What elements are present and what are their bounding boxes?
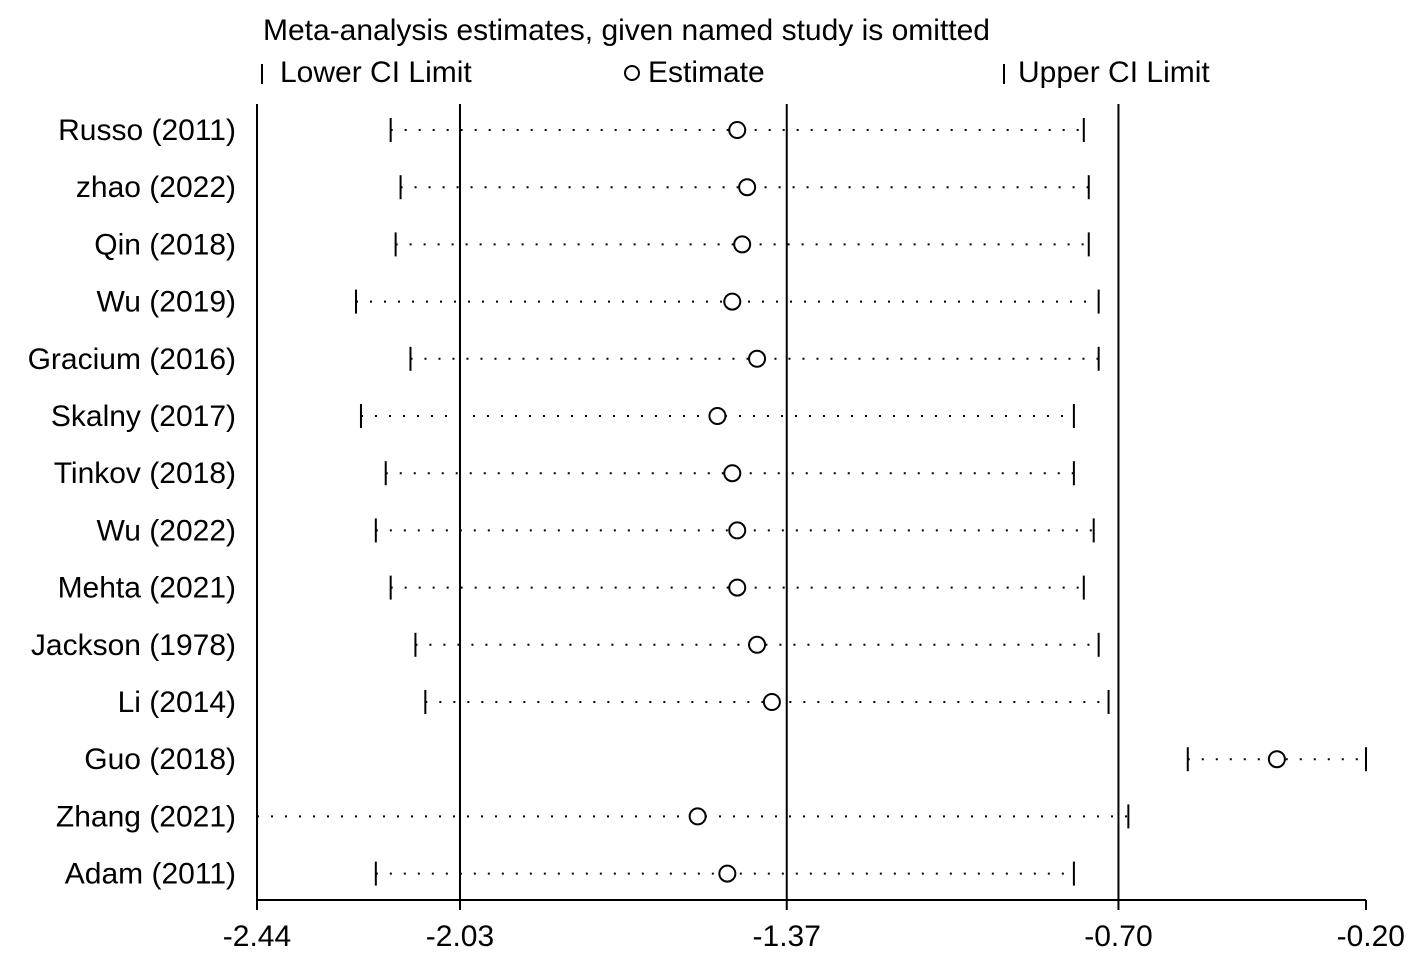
estimate-point xyxy=(728,521,747,540)
study-row: zhao (2022) xyxy=(76,171,1090,204)
estimate-point xyxy=(718,864,737,883)
study-label: Jackson (1978) xyxy=(31,629,236,662)
study-row: Zhang (2021) xyxy=(56,800,1130,833)
estimate-point xyxy=(723,292,742,311)
legend-lower-label: Lower CI Limit xyxy=(280,56,472,89)
estimate-point xyxy=(688,807,707,826)
study-row: Gracium (2016) xyxy=(28,343,1100,376)
estimate-point xyxy=(728,578,747,597)
study-label: zhao (2022) xyxy=(76,171,236,204)
study-label: Gracium (2016) xyxy=(28,343,236,376)
estimate-point xyxy=(748,635,767,654)
study-row: Tinkov (2018) xyxy=(54,457,1075,490)
study-label: Adam (2011) xyxy=(65,858,236,891)
x-tick-label: -0.70 xyxy=(1084,920,1152,953)
study-label: Mehta (2021) xyxy=(58,572,236,605)
estimate-point xyxy=(1267,750,1286,769)
study-row: Skalny (2017) xyxy=(51,400,1075,433)
study-row: Guo (2018) xyxy=(84,743,1367,776)
estimate-point xyxy=(748,349,767,368)
legend-estimate-label: Estimate xyxy=(648,56,765,89)
estimate-point xyxy=(738,178,757,197)
x-tick-label: -2.44 xyxy=(223,920,291,953)
study-label: Li (2014) xyxy=(118,686,236,719)
x-axis-ticks: -2.44 -2.03 -1.37 -0.70 -0.20 xyxy=(223,900,1405,953)
study-label: Skalny (2017) xyxy=(51,400,236,433)
x-tick-label: -1.37 xyxy=(753,920,821,953)
study-label: Russo (2011) xyxy=(58,114,236,147)
study-label: Wu (2022) xyxy=(96,514,236,547)
estimate-point xyxy=(728,121,747,139)
reference-lines xyxy=(458,104,1120,900)
study-row: Wu (2019) xyxy=(96,286,1100,319)
estimate-point xyxy=(762,693,781,711)
legend: Lower CI Limit Estimate Upper CI Limit xyxy=(261,56,1210,89)
study-row: Jackson (1978) xyxy=(31,629,1100,662)
estimate-point xyxy=(733,235,752,254)
study-row: Wu (2022) xyxy=(96,514,1095,547)
study-label: Tinkov (2018) xyxy=(54,457,236,490)
estimate-point xyxy=(708,407,727,425)
study-label: Guo (2018) xyxy=(84,743,236,776)
estimate-point xyxy=(723,464,742,483)
legend-upper-label: Upper CI Limit xyxy=(1018,56,1210,89)
study-label: Zhang (2021) xyxy=(56,800,236,833)
x-tick-label: -2.03 xyxy=(426,920,494,953)
x-tick-label: -0.20 xyxy=(1337,920,1405,953)
chart-title: Meta-analysis estimates, given named stu… xyxy=(263,14,990,47)
study-label: Wu (2019) xyxy=(96,286,236,319)
study-row: Russo (2011) xyxy=(58,114,1085,147)
study-rows: Russo (2011) zhao (2022) Qin (2018) Wu (201… xyxy=(28,114,1367,891)
axes xyxy=(256,104,1366,901)
study-row: Mehta (2021) xyxy=(58,572,1085,605)
study-row: Li (2014) xyxy=(118,686,1110,719)
study-label: Qin (2018) xyxy=(94,228,236,261)
study-row: Adam (2011) xyxy=(65,858,1075,891)
legend-estimate-marker xyxy=(624,65,640,81)
study-row: Qin (2018) xyxy=(94,228,1090,261)
